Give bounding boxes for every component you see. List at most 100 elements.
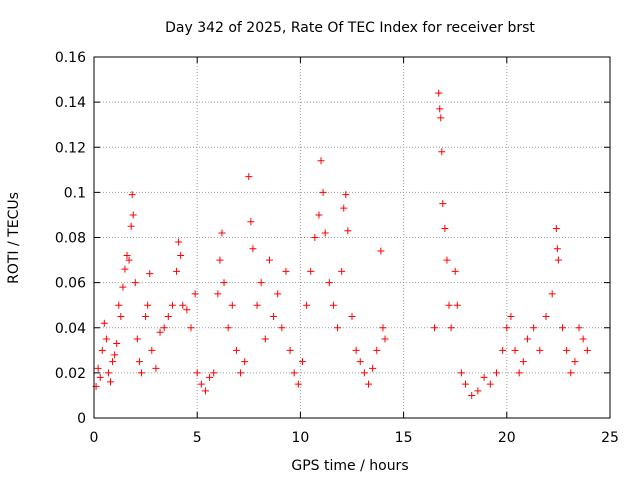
data-point bbox=[443, 256, 451, 264]
data-point bbox=[536, 346, 544, 354]
data-point bbox=[177, 252, 185, 260]
data-point bbox=[511, 346, 519, 354]
data-point bbox=[121, 265, 129, 273]
data-point bbox=[274, 290, 282, 298]
data-point bbox=[348, 312, 356, 320]
data-point bbox=[111, 351, 119, 359]
data-point bbox=[435, 89, 443, 97]
data-point bbox=[438, 148, 446, 156]
data-point bbox=[567, 369, 575, 377]
grid-lines bbox=[94, 57, 610, 418]
data-point bbox=[160, 324, 168, 332]
data-point bbox=[298, 358, 306, 366]
data-point bbox=[183, 306, 191, 314]
y-axis-ticks: 0 0.02 0.04 0.06 0.08 0.1 0.12 0.14 0.16 bbox=[55, 50, 610, 427]
data-point bbox=[278, 324, 286, 332]
data-point bbox=[554, 256, 562, 264]
data-point bbox=[552, 224, 560, 232]
data-point bbox=[261, 335, 269, 343]
data-point bbox=[334, 324, 342, 332]
data-point bbox=[294, 380, 302, 388]
data-point bbox=[474, 387, 482, 395]
data-point bbox=[117, 312, 125, 320]
data-point bbox=[241, 358, 249, 366]
data-point bbox=[115, 301, 123, 309]
data-point bbox=[486, 380, 494, 388]
data-point bbox=[447, 324, 455, 332]
data-point bbox=[559, 324, 567, 332]
data-point bbox=[218, 229, 226, 237]
x-tick-label: 15 bbox=[395, 430, 413, 446]
data-point bbox=[197, 380, 205, 388]
data-point bbox=[102, 335, 110, 343]
data-point bbox=[123, 252, 131, 260]
data-point bbox=[109, 358, 117, 366]
data-point bbox=[224, 324, 232, 332]
data-point bbox=[319, 188, 327, 196]
data-point bbox=[148, 346, 156, 354]
data-point bbox=[379, 324, 387, 332]
data-point bbox=[270, 312, 278, 320]
data-point bbox=[548, 290, 556, 298]
data-point bbox=[437, 114, 445, 122]
data-point bbox=[352, 346, 360, 354]
data-point bbox=[462, 380, 470, 388]
data-point bbox=[515, 369, 523, 377]
data-point bbox=[571, 358, 579, 366]
data-point bbox=[360, 369, 368, 377]
data-point bbox=[216, 256, 224, 264]
data-point bbox=[175, 238, 183, 246]
data-point bbox=[179, 301, 187, 309]
data-point bbox=[282, 267, 290, 275]
data-point bbox=[247, 218, 255, 226]
y-tick-label: 0.04 bbox=[55, 321, 86, 337]
data-point bbox=[137, 369, 145, 377]
y-axis-label: ROTI / TECUs bbox=[6, 192, 22, 284]
data-point bbox=[146, 270, 154, 278]
data-point bbox=[344, 227, 352, 235]
data-point bbox=[431, 324, 439, 332]
x-tick-label: 5 bbox=[193, 430, 202, 446]
data-point bbox=[381, 335, 389, 343]
data-point bbox=[265, 256, 273, 264]
data-point bbox=[173, 267, 181, 275]
data-point bbox=[232, 346, 240, 354]
data-point bbox=[307, 267, 315, 275]
data-point bbox=[257, 279, 265, 287]
y-tick-label: 0.1 bbox=[64, 185, 86, 201]
data-point bbox=[128, 191, 136, 199]
data-point bbox=[129, 211, 137, 219]
data-point bbox=[127, 222, 135, 230]
data-point bbox=[575, 324, 583, 332]
x-axis-label: GPS time / hours bbox=[291, 458, 408, 474]
x-tick-label: 25 bbox=[601, 430, 619, 446]
data-point bbox=[152, 364, 160, 372]
data-point bbox=[228, 301, 236, 309]
data-point bbox=[113, 340, 121, 348]
data-point bbox=[507, 312, 515, 320]
data-point bbox=[338, 267, 346, 275]
data-point bbox=[201, 387, 209, 395]
data-point bbox=[321, 229, 329, 237]
data-point bbox=[245, 173, 253, 181]
data-point bbox=[499, 346, 507, 354]
data-point bbox=[187, 324, 195, 332]
data-point bbox=[96, 373, 104, 381]
x-tick-label: 10 bbox=[291, 430, 309, 446]
data-point bbox=[530, 324, 538, 332]
data-point bbox=[131, 279, 139, 287]
data-point bbox=[133, 335, 141, 343]
data-point bbox=[214, 290, 222, 298]
data-point bbox=[523, 335, 531, 343]
data-point bbox=[340, 204, 348, 212]
data-point bbox=[94, 364, 102, 372]
data-point bbox=[453, 301, 461, 309]
data-point bbox=[445, 301, 453, 309]
data-point bbox=[480, 373, 488, 381]
data-point bbox=[104, 369, 112, 377]
data-point bbox=[303, 301, 311, 309]
data-point bbox=[286, 346, 294, 354]
data-point bbox=[579, 335, 587, 343]
data-points bbox=[92, 89, 591, 399]
